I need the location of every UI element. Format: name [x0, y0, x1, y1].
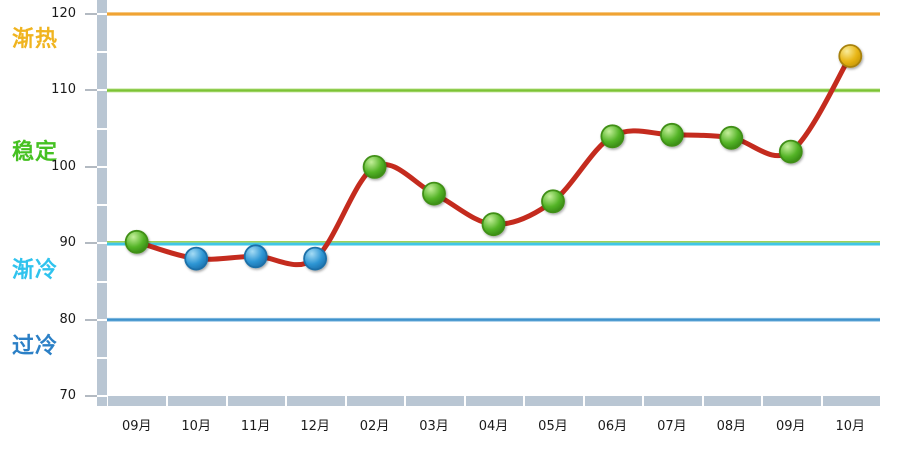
x-axis-segment-separator: [225, 396, 228, 406]
y-axis-segment-separator: [97, 204, 107, 207]
data-point-02月-stable[interactable]: [362, 154, 387, 179]
y-tick-mark: [85, 242, 97, 245]
y-tick-label: 70: [59, 388, 76, 404]
y-axis-segment-separator: [97, 395, 107, 398]
data-point-10月-warming[interactable]: [838, 44, 863, 68]
x-tick-label: 09月: [776, 419, 806, 434]
y-tick-label: 80: [59, 311, 76, 327]
y-axis-segment-separator: [97, 89, 107, 92]
x-tick-label: 12月: [300, 419, 330, 434]
x-tick-label: 10月: [181, 419, 211, 434]
x-axis-segment-separator: [582, 396, 585, 406]
x-tick-label: 07月: [657, 419, 687, 434]
reference-line-90-green-edge: [107, 241, 880, 243]
y-axis-segment-separator: [97, 13, 107, 15]
reference-line-80: [107, 317, 880, 322]
x-axis-segment-separator: [285, 396, 288, 406]
x-axis-segment-separator: [761, 396, 764, 406]
x-axis-segment-separator: [404, 396, 407, 406]
reference-line-90: [107, 242, 880, 246]
zone-label-cold: 过冷: [12, 334, 59, 359]
x-axis-segment-separator: [344, 396, 347, 406]
x-tick-label: 02月: [359, 419, 390, 434]
y-tick-label: 90: [59, 235, 76, 251]
y-tick-mark: [85, 165, 97, 168]
x-axis-segment-separator: [523, 396, 526, 406]
data-point-10月-cooling[interactable]: [184, 246, 209, 271]
x-tick-label: 05月: [538, 419, 568, 434]
y-axis-segment-separator: [97, 242, 107, 245]
y-axis-segment-separator: [97, 165, 107, 168]
x-axis-segment-separator: [463, 396, 466, 406]
x-tick-label: 10月: [835, 419, 866, 434]
data-point-11月-cooling[interactable]: [243, 244, 268, 269]
x-tick-label: 11月: [240, 419, 271, 434]
reference-line-120: [107, 12, 880, 16]
data-point-08月-stable[interactable]: [719, 125, 744, 150]
x-tick-label: 04月: [478, 419, 509, 434]
y-tick-mark: [85, 318, 97, 321]
x-tick-label: 09月: [121, 419, 152, 434]
y-tick-label: 100: [51, 158, 76, 174]
zone-label-stable: 稳定: [12, 140, 59, 165]
y-axis-segment-separator: [97, 127, 107, 130]
zone-label-warming: 渐热: [12, 27, 59, 52]
y-axis-segment-separator: [97, 318, 107, 321]
x-axis-segment-separator: [166, 396, 169, 406]
x-tick-label: 08月: [716, 419, 747, 434]
data-point-07月-stable[interactable]: [660, 122, 684, 147]
data-point-03月-stable[interactable]: [422, 181, 446, 206]
x-axis-segment-separator: [701, 396, 704, 406]
data-point-05月-stable[interactable]: [541, 189, 565, 214]
data-point-09月-stable[interactable]: [124, 229, 149, 254]
data-point-04月-stable[interactable]: [481, 212, 506, 237]
y-axis-segment-separator: [97, 280, 107, 283]
y-tick-label: 120: [51, 6, 76, 21]
data-point-12月-cooling[interactable]: [303, 246, 328, 271]
y-tick-mark: [85, 13, 97, 15]
y-tick-label: 110: [51, 82, 76, 98]
x-tick-label: 03月: [419, 419, 449, 434]
x-axis-segment-separator: [642, 396, 645, 406]
y-tick-mark: [85, 89, 97, 92]
y-axis-segment-separator: [97, 51, 107, 54]
y-axis-bar: [97, 0, 107, 406]
y-axis-segment-separator: [97, 356, 107, 359]
zone-label-cooling: 渐冷: [12, 258, 59, 283]
data-point-09月-stable[interactable]: [778, 139, 803, 164]
x-axis-bar: [108, 396, 880, 406]
data-point-06月-stable[interactable]: [600, 124, 625, 149]
x-tick-label: 06月: [597, 419, 628, 434]
y-tick-mark: [85, 395, 97, 398]
x-axis-segment-separator: [820, 396, 823, 406]
reference-line-110: [107, 88, 880, 93]
